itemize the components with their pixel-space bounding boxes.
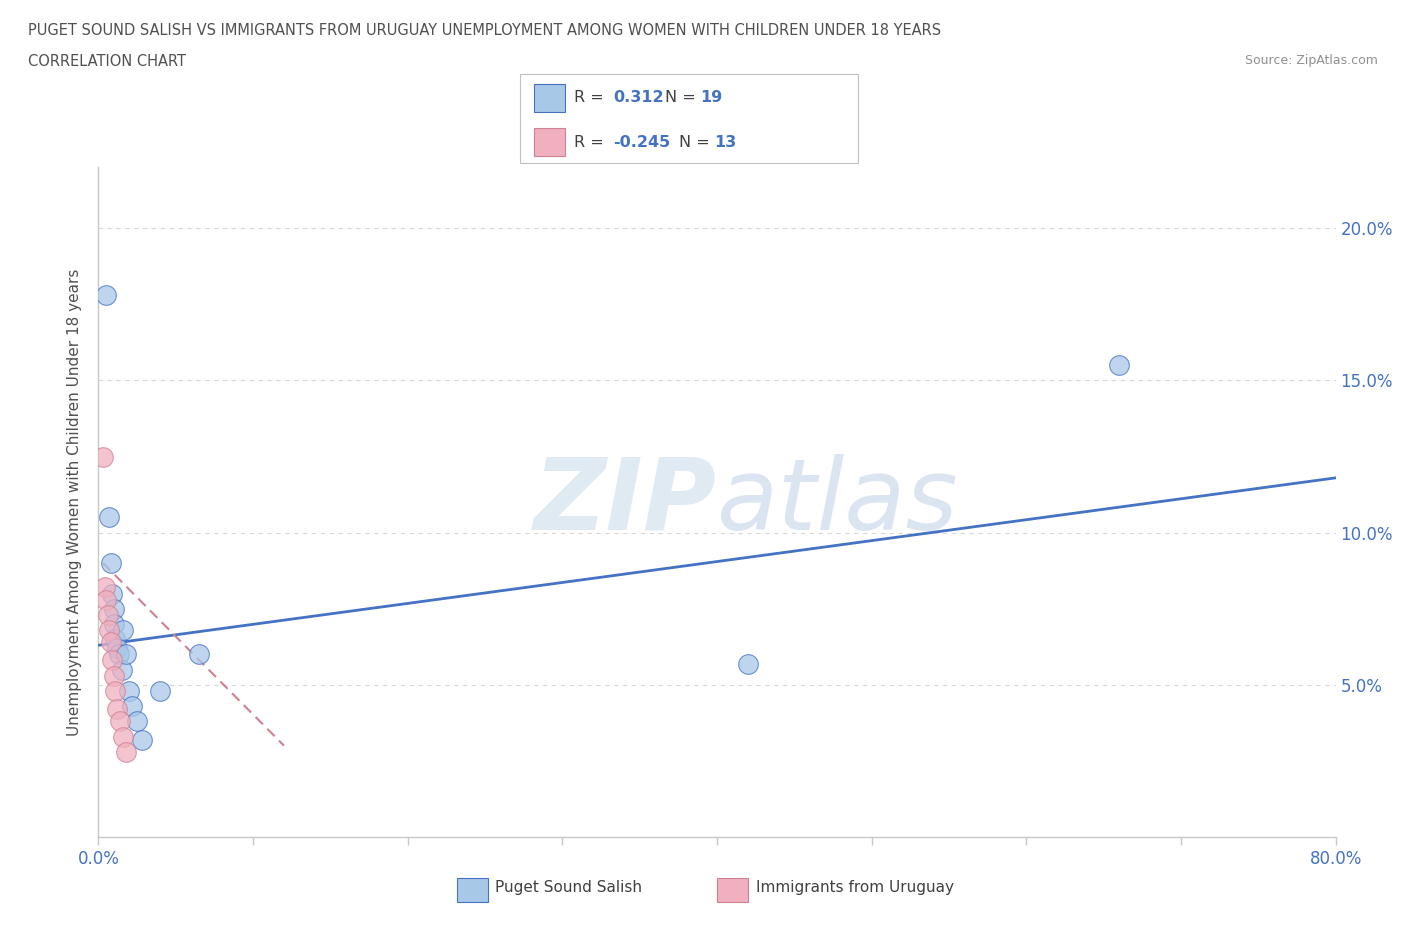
Point xyxy=(104,684,127,698)
Point xyxy=(127,714,149,729)
Point xyxy=(112,622,135,637)
Text: N =: N = xyxy=(665,90,696,105)
Text: R =: R = xyxy=(574,90,603,105)
Point xyxy=(149,684,172,698)
Point xyxy=(107,647,129,662)
Point xyxy=(96,592,118,607)
Point xyxy=(96,287,118,302)
Point xyxy=(105,702,128,717)
Text: ZIP: ZIP xyxy=(534,454,717,551)
Text: CORRELATION CHART: CORRELATION CHART xyxy=(28,54,186,69)
Point xyxy=(103,602,125,617)
Point xyxy=(111,662,134,677)
Y-axis label: Unemployment Among Women with Children Under 18 years: Unemployment Among Women with Children U… xyxy=(67,269,83,736)
Point xyxy=(1108,358,1130,373)
Text: PUGET SOUND SALISH VS IMMIGRANTS FROM URUGUAY UNEMPLOYMENT AMONG WOMEN WITH CHIL: PUGET SOUND SALISH VS IMMIGRANTS FROM UR… xyxy=(28,23,941,38)
Point xyxy=(100,635,122,650)
Text: 0.312: 0.312 xyxy=(613,90,664,105)
Text: Puget Sound Salish: Puget Sound Salish xyxy=(495,880,643,895)
Point xyxy=(93,580,115,595)
Point xyxy=(108,714,131,729)
Point xyxy=(118,684,141,698)
Point xyxy=(98,622,121,637)
Text: R =: R = xyxy=(574,135,603,150)
Point xyxy=(131,732,153,747)
Point xyxy=(112,729,135,744)
Point xyxy=(103,617,125,631)
Point xyxy=(98,510,121,525)
Text: Immigrants from Uruguay: Immigrants from Uruguay xyxy=(756,880,955,895)
Point xyxy=(97,607,120,622)
Point xyxy=(91,449,114,464)
Text: Source: ZipAtlas.com: Source: ZipAtlas.com xyxy=(1244,54,1378,67)
Point xyxy=(115,744,138,759)
Text: 13: 13 xyxy=(714,135,737,150)
Point xyxy=(101,586,124,601)
Point xyxy=(103,669,125,684)
Text: N =: N = xyxy=(679,135,710,150)
Point xyxy=(105,641,128,656)
Text: atlas: atlas xyxy=(717,454,959,551)
Point xyxy=(100,555,122,570)
Text: 19: 19 xyxy=(700,90,723,105)
Point xyxy=(737,656,759,671)
Point xyxy=(121,698,143,713)
Point xyxy=(115,647,138,662)
Point xyxy=(101,653,124,668)
Point xyxy=(188,647,211,662)
Text: -0.245: -0.245 xyxy=(613,135,671,150)
Point xyxy=(104,631,127,646)
